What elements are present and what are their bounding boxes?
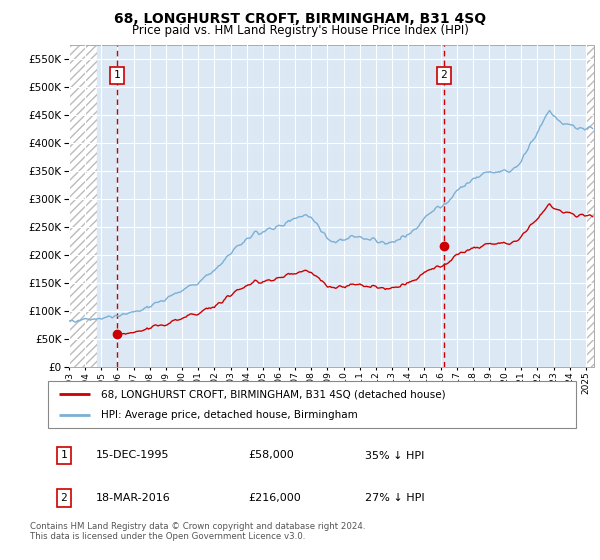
Text: 68, LONGHURST CROFT, BIRMINGHAM, B31 4SQ: 68, LONGHURST CROFT, BIRMINGHAM, B31 4SQ [114,12,486,26]
Text: 2: 2 [440,71,448,81]
Text: HPI: Average price, detached house, Birmingham: HPI: Average price, detached house, Birm… [101,410,358,420]
Text: 1: 1 [113,71,120,81]
Text: 18-MAR-2016: 18-MAR-2016 [95,493,170,503]
Text: Contains HM Land Registry data © Crown copyright and database right 2024.
This d: Contains HM Land Registry data © Crown c… [30,522,365,542]
Polygon shape [69,45,97,367]
Text: 27% ↓ HPI: 27% ↓ HPI [365,493,424,503]
Text: 68, LONGHURST CROFT, BIRMINGHAM, B31 4SQ (detached house): 68, LONGHURST CROFT, BIRMINGHAM, B31 4SQ… [101,389,445,399]
Text: 2: 2 [61,493,67,503]
Text: £216,000: £216,000 [248,493,301,503]
FancyBboxPatch shape [48,381,576,428]
Polygon shape [586,45,594,367]
Polygon shape [97,45,586,367]
Text: 35% ↓ HPI: 35% ↓ HPI [365,450,424,460]
Text: £58,000: £58,000 [248,450,295,460]
Text: Price paid vs. HM Land Registry's House Price Index (HPI): Price paid vs. HM Land Registry's House … [131,24,469,37]
Text: 15-DEC-1995: 15-DEC-1995 [95,450,169,460]
Text: 1: 1 [61,450,67,460]
